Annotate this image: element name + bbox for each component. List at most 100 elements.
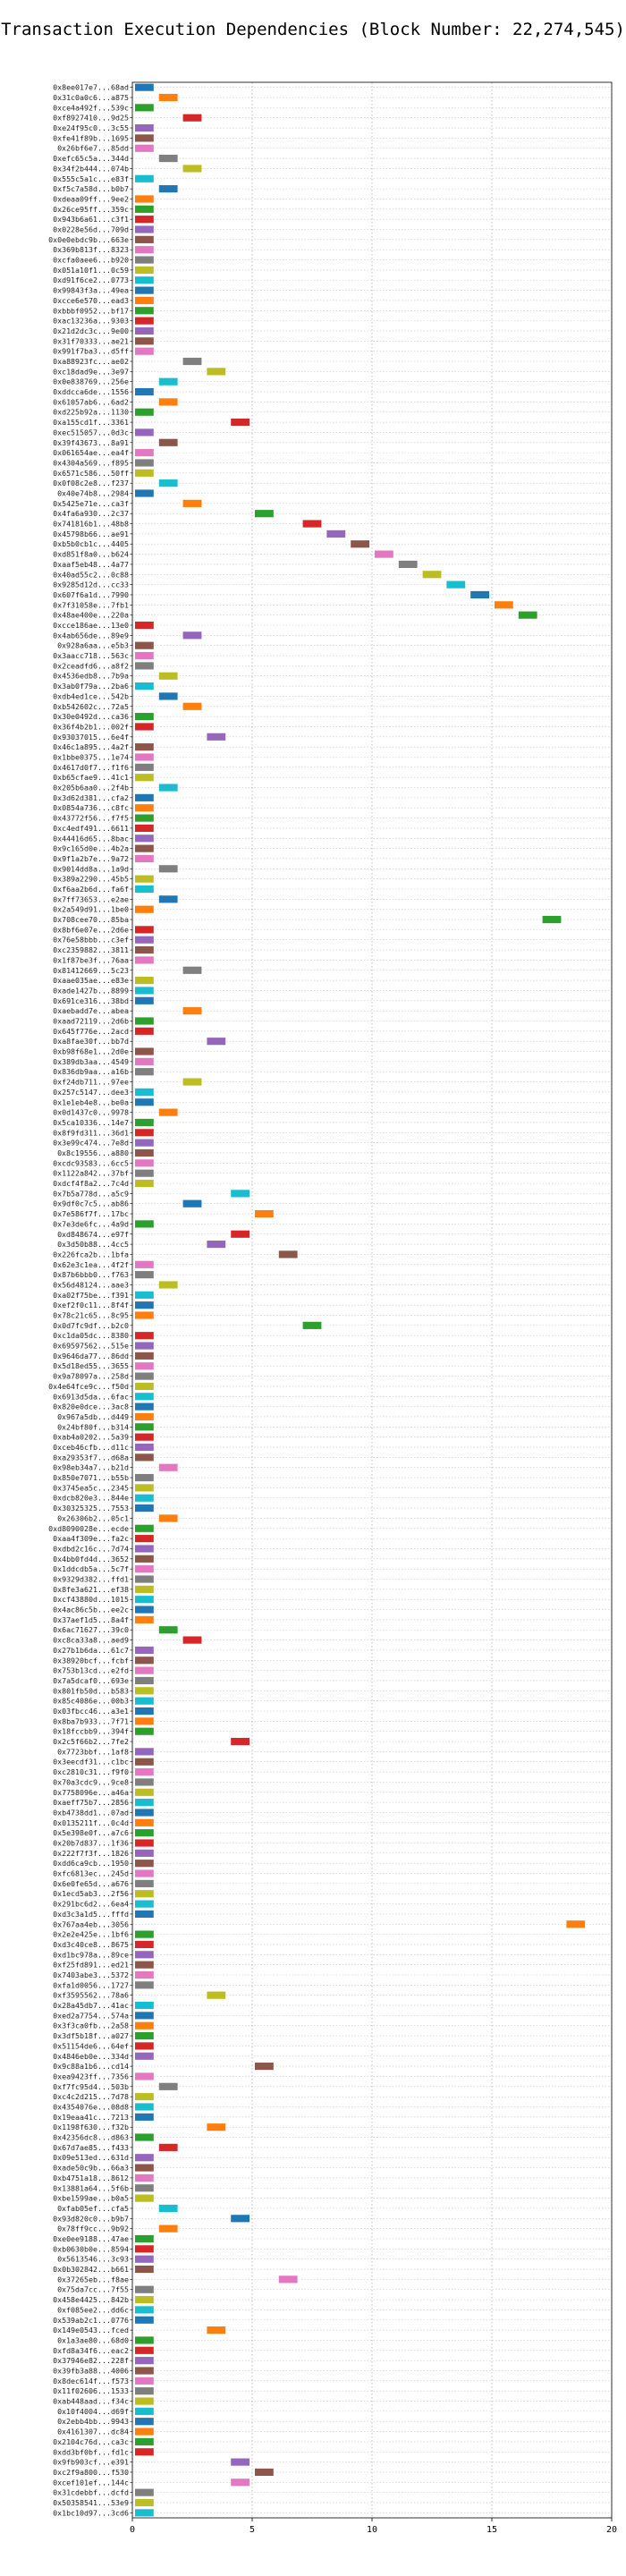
dependency-bar — [135, 1311, 154, 1319]
dependency-bar — [135, 1555, 154, 1563]
y-tick-label: 0xed2a7754...574a — [53, 2011, 129, 2020]
dependency-bar — [158, 692, 178, 700]
y-tick-label: 0xd848674...e97f — [57, 1230, 129, 1239]
dependency-bar — [135, 1068, 154, 1076]
dependency-bar — [135, 256, 154, 264]
y-tick-label: 0x8fe3a621...ef38 — [53, 1585, 129, 1594]
dependency-bar — [135, 1585, 154, 1593]
dependency-bar — [135, 1504, 154, 1513]
y-tick-label: 0x7f31058e...7fb1 — [53, 600, 129, 609]
y-tick-label: 0x3f3ca0fb...2a58 — [53, 2021, 129, 2030]
y-tick-label: 0xce4a492f...539c — [53, 103, 129, 112]
y-tick-label: 0x691ce316...38bd — [53, 996, 129, 1005]
y-tick-label: 0x149e0543...fced — [53, 2326, 129, 2334]
dependency-bar — [158, 895, 178, 903]
y-tick-label: 0x1e1eb4e8...be0a — [53, 1097, 129, 1106]
y-tick-label: 0x2ebb4bb...9943 — [57, 2417, 129, 2426]
y-tick-label: 0xd8090028e...ecde — [48, 1524, 129, 1533]
dependency-bar — [207, 1991, 226, 1999]
dependency-bar — [182, 1636, 202, 1644]
dependency-bar — [135, 2103, 154, 2111]
plot-frame — [131, 81, 613, 2519]
y-tick-label: 0x5425e71e...ca3f — [53, 499, 129, 508]
y-tick-label: 0x3745ea5c...2345 — [53, 1483, 129, 1492]
y-tick-label: 0x18fccbb9...394f — [53, 1727, 129, 1736]
dependency-bar — [135, 286, 154, 294]
dependency-bar — [135, 945, 154, 954]
dependency-bar — [135, 844, 154, 852]
dependency-bar — [135, 1139, 154, 1147]
y-tick-label: 0xdcf4f8a2...7c4d — [53, 1179, 129, 1188]
y-tick-label: 0x36f4b2b1...002f — [53, 722, 129, 731]
dependency-bar — [542, 915, 562, 924]
dependency-bar — [158, 377, 178, 386]
y-tick-label: 0x42356dc8...d863 — [53, 2133, 129, 2142]
dependency-bar — [182, 966, 202, 974]
y-tick-label: 0xc2f9a800...f530 — [53, 2468, 129, 2477]
y-tick-label: 0xaaf5eb48...4a77 — [53, 560, 129, 569]
dependency-bar — [518, 611, 537, 619]
y-tick-label: 0x539ab2c1...0776 — [53, 2316, 129, 2325]
y-tick-label: 0xceb46cfb...d11c — [53, 1443, 129, 1452]
dependency-bar — [135, 2113, 154, 2121]
y-tick-label: 0x40ad55c2...0c88 — [53, 570, 129, 579]
dependency-bar — [207, 733, 226, 741]
y-tick-label: 0x1198f630...f32b — [53, 2123, 129, 2131]
y-tick-label: 0x2104c76d...ca3c — [53, 2437, 129, 2446]
dependency-bar — [231, 2479, 250, 2487]
dependency-bar — [351, 540, 369, 548]
y-tick-label: 0xf8927410...9d25 — [53, 114, 129, 123]
dependency-bar — [231, 419, 250, 427]
y-tick-label: 0x69597562...515e — [53, 1342, 129, 1351]
dependency-bar — [182, 1078, 202, 1086]
dependency-bar — [135, 2031, 154, 2040]
dependency-bar — [135, 2357, 154, 2365]
y-tick-label: 0x75da7cc...7f55 — [57, 2285, 129, 2294]
dependency-bar — [135, 854, 154, 863]
dependency-bar — [135, 134, 154, 142]
dependency-bar — [135, 1362, 154, 1370]
dependency-bar — [135, 246, 154, 254]
dependency-bar — [135, 1423, 154, 1431]
y-tick-label: 0x10f4004...d69f — [57, 2407, 129, 2416]
dependency-bar — [158, 1281, 178, 1289]
y-tick-label: 0x2c5f66b2...7fe2 — [53, 1737, 129, 1746]
x-tick-label: 20 — [606, 2525, 617, 2535]
dependency-bar — [158, 1108, 178, 1116]
dependency-bar — [135, 83, 154, 91]
dependency-bar — [135, 1443, 154, 1452]
y-tick-label: 0x708cee70...85ba — [53, 915, 129, 924]
dependency-bar — [135, 641, 154, 649]
dependency-bar — [135, 326, 154, 335]
dependency-bar — [135, 2194, 154, 2202]
dependency-bar — [135, 1301, 154, 1309]
dependency-bar — [182, 114, 202, 122]
dependency-bar — [135, 1666, 154, 1674]
dependency-bar — [158, 672, 178, 680]
dependency-bar — [135, 387, 154, 396]
y-tick-label: 0xf3595562...78a6 — [53, 1991, 129, 2000]
dependency-bar — [135, 2164, 154, 2172]
y-tick-label: 0xa29353f7...d68a — [53, 1453, 129, 1462]
dependency-bar — [135, 1829, 154, 1837]
dependency-bar — [135, 662, 154, 670]
dependency-bar — [135, 1818, 154, 1826]
y-tick-label: 0x850e7071...b55b — [53, 1473, 129, 1482]
dependency-bar — [135, 1088, 154, 1096]
y-tick-label: 0x9c88a1b6...cd14 — [53, 2062, 129, 2071]
y-tick-label: 0x051a10f1...0c59 — [53, 266, 129, 275]
y-tick-label: 0x19eaa41c...7213 — [53, 2113, 129, 2122]
dependency-bar — [135, 216, 154, 224]
y-tick-label: 0x8ee017e7...68ad — [53, 83, 129, 92]
y-tick-label: 0x6ac71627...39c0 — [53, 1625, 129, 1634]
y-tick-label: 0x45798b66...ae91 — [53, 530, 129, 538]
dependency-bar — [566, 1920, 586, 1928]
dependency-bar — [135, 2346, 154, 2354]
y-tick-label: 0xaebadd7e...abea — [53, 1006, 129, 1015]
y-tick-label: 0x9329d382...ffd1 — [53, 1575, 129, 1584]
y-tick-label: 0xa88923fc...ae02 — [53, 357, 129, 366]
dependency-bar — [135, 2295, 154, 2304]
y-tick-label: 0x0135211f...0c4d — [53, 1818, 129, 1827]
y-tick-label: 0xdd6ca9cb...1950 — [53, 1859, 129, 1868]
dependency-bar — [135, 1778, 154, 1786]
